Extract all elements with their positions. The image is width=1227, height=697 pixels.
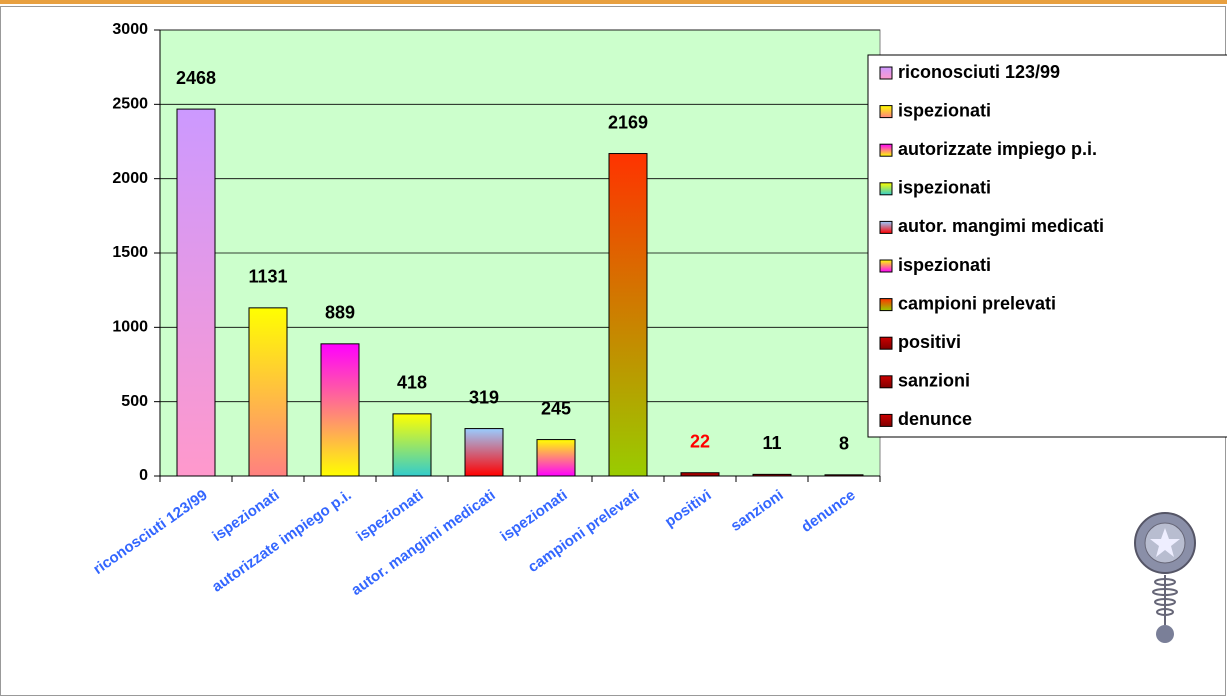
y-tick-label: 0 xyxy=(139,467,148,484)
legend-label: autorizzate impiego p.i. xyxy=(898,139,1097,159)
legend-swatch xyxy=(879,143,893,157)
legend-label: sanzioni xyxy=(898,371,970,391)
x-tick-label: riconosciuti 123/99 xyxy=(90,487,210,578)
bar xyxy=(824,474,864,477)
logo xyxy=(1134,512,1196,643)
x-tick-label: ispezionati xyxy=(353,487,426,545)
y-tick-label: 2500 xyxy=(112,96,148,113)
legend-label: ispezionati xyxy=(898,100,991,120)
legend-label: positivi xyxy=(898,332,961,352)
x-tick-label: positivi xyxy=(662,487,715,531)
data-label: 11 xyxy=(762,433,781,453)
data-label: 2169 xyxy=(608,112,648,132)
legend-swatch xyxy=(879,66,893,80)
legend-label: autor. mangimi medicati xyxy=(898,216,1104,236)
x-tick-label: autorizzate impiego p.i. xyxy=(209,487,355,596)
data-label: 319 xyxy=(469,387,499,407)
bar xyxy=(392,413,432,477)
y-tick-label: 500 xyxy=(121,393,148,410)
bar xyxy=(320,343,360,477)
y-tick-label: 3000 xyxy=(112,21,148,38)
x-tick-label: ispezionati xyxy=(209,487,282,545)
data-label: 8 xyxy=(839,434,849,454)
data-label: 2468 xyxy=(176,68,216,88)
legend-swatch xyxy=(879,413,893,427)
legend-swatch xyxy=(879,336,893,350)
legend-swatch xyxy=(879,220,893,234)
legend-label: ispezionati xyxy=(898,255,991,275)
y-tick-label: 1000 xyxy=(112,319,148,336)
bar xyxy=(608,153,648,477)
data-label: 245 xyxy=(541,398,571,418)
bar xyxy=(680,472,720,477)
legend-swatch xyxy=(879,182,893,196)
y-tick-label: 2000 xyxy=(112,170,148,187)
bar xyxy=(752,473,792,477)
legend-swatch xyxy=(879,375,893,389)
legend-label: campioni prelevati xyxy=(898,293,1056,313)
y-tick-label: 1500 xyxy=(112,244,148,261)
bar xyxy=(176,108,216,477)
x-tick-label: ispezionati xyxy=(497,487,570,545)
legend xyxy=(867,54,1227,438)
legend-label: ispezionati xyxy=(898,178,991,198)
legend-label: riconosciuti 123/99 xyxy=(898,62,1060,82)
top-bar xyxy=(0,0,1227,4)
legend-swatch xyxy=(879,298,893,312)
bar xyxy=(536,439,576,477)
legend-swatch xyxy=(879,259,893,273)
data-label: 1131 xyxy=(248,267,287,287)
data-label: 418 xyxy=(397,373,427,393)
x-tick-label: sanzioni xyxy=(728,487,787,535)
data-label: 889 xyxy=(325,303,355,323)
x-tick-label: denunce xyxy=(798,487,858,536)
bar xyxy=(464,428,504,477)
legend-label: denunce xyxy=(898,409,972,429)
bar xyxy=(248,307,288,477)
data-label: 22 xyxy=(690,431,710,451)
legend-swatch xyxy=(879,105,893,119)
x-tick-label: autor. mangimi medicati xyxy=(348,487,498,599)
